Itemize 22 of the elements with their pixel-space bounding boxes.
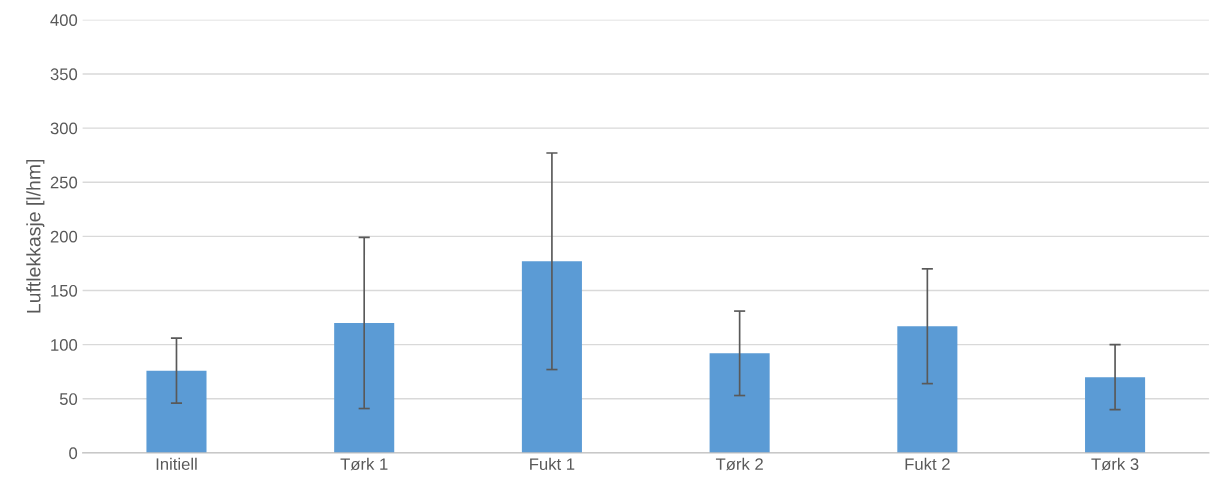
x-tick-label: Tørk 1 bbox=[340, 457, 388, 471]
bar bbox=[897, 326, 958, 453]
y-tick-label: 0 bbox=[69, 447, 78, 460]
y-tick-label: 100 bbox=[51, 339, 78, 351]
x-tick-label: Fukt 1 bbox=[530, 457, 575, 471]
y-tick-label: 400 bbox=[50, 14, 78, 26]
y-tick-label: 200 bbox=[50, 230, 78, 243]
bar bbox=[709, 353, 770, 453]
y-tick-label: 300 bbox=[50, 122, 78, 135]
x-tick-label: Tørk 2 bbox=[715, 457, 763, 471]
y-tick-label: 250 bbox=[50, 176, 78, 189]
x-tick-label: Tørk 3 bbox=[1091, 457, 1139, 471]
bar bbox=[334, 322, 395, 453]
x-tick-label: Initiell bbox=[156, 457, 197, 471]
y-tick-label: 350 bbox=[50, 68, 78, 81]
y-axis-title: Luftlekkasje [l/hm] bbox=[26, 159, 45, 313]
y-tick-label: 150 bbox=[51, 284, 78, 297]
bar bbox=[1085, 377, 1146, 453]
x-tick-label: Fukt 2 bbox=[905, 457, 950, 471]
bar bbox=[521, 261, 582, 453]
bar bbox=[146, 370, 207, 453]
y-tick-label: 50 bbox=[59, 393, 78, 405]
